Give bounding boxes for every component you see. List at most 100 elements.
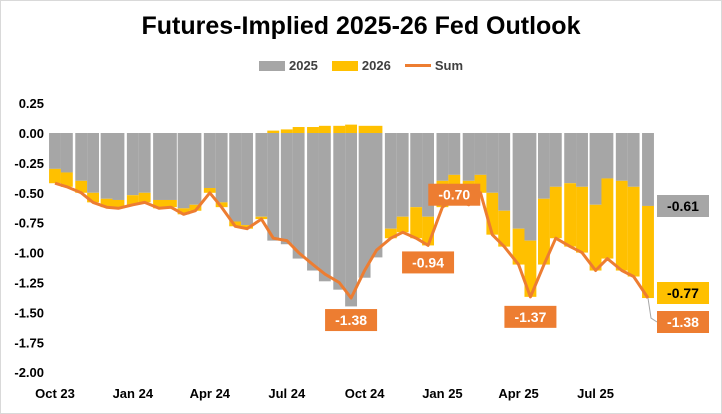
legend-label-sum: Sum: [434, 58, 463, 73]
legend-line-sum: [404, 64, 431, 67]
data-label-box: [657, 282, 709, 304]
x-tick-label: Jul 24: [268, 386, 306, 401]
bar-2026: [396, 216, 409, 233]
x-tick-label: Oct 24: [345, 386, 386, 401]
bar-2025: [307, 133, 319, 271]
bar-2025: [112, 133, 125, 200]
bar-2025: [229, 133, 242, 222]
bar-2026: [75, 180, 88, 193]
bar-2025: [564, 133, 577, 184]
data-label-box: [657, 195, 709, 217]
bar-2025: [448, 133, 461, 175]
bar-2025: [292, 133, 305, 259]
bar-2026: [615, 180, 628, 271]
bar-2026: [126, 195, 139, 205]
bar-2026: [164, 199, 177, 208]
bar-2025: [215, 133, 228, 203]
data-label: -0.94: [412, 254, 444, 270]
bar-2026: [189, 204, 202, 211]
bar-2025: [280, 133, 293, 245]
y-tick-label: -1.75: [14, 335, 44, 350]
legend-swatch-2026: [331, 60, 358, 71]
bar-2025: [60, 133, 73, 173]
bar-2025: [153, 133, 165, 200]
bar-2025: [576, 133, 588, 187]
data-label-box: [657, 311, 709, 333]
bar-2025: [138, 133, 151, 193]
bar-2025: [462, 133, 475, 181]
bar-2025: [345, 133, 358, 307]
legend-item-2026: 2026: [331, 58, 391, 73]
y-tick-label: 0.00: [19, 126, 44, 141]
legend-swatch-2025: [258, 60, 285, 71]
bar-2025: [267, 133, 280, 241]
bar-2025: [410, 133, 423, 208]
bar-2025: [384, 133, 397, 229]
bar-2025: [422, 133, 435, 217]
legend: 2025 2026 Sum: [0, 58, 722, 73]
bar-2026: [576, 186, 588, 253]
bar-2025: [549, 133, 562, 187]
bar-2025: [512, 133, 525, 229]
x-tick-label: Oct 23: [35, 386, 75, 401]
data-label-box: [428, 183, 481, 206]
bar-2025: [255, 133, 268, 217]
bar-2026: [60, 172, 73, 187]
bar-2026: [642, 205, 654, 299]
leader-line: [647, 297, 658, 323]
y-tick-label: 0.25: [19, 96, 44, 111]
bar-2025: [358, 133, 371, 278]
bar-2026: [138, 192, 151, 203]
bar-2026: [87, 192, 100, 203]
bar-2025: [627, 133, 640, 187]
data-label-box: [504, 305, 557, 328]
data-label: -1.37: [514, 309, 546, 325]
bar-2025: [318, 133, 331, 282]
bar-2026: [215, 202, 228, 208]
bar-2025: [474, 133, 487, 175]
bar-2025: [370, 133, 383, 258]
bar-2026: [627, 186, 640, 277]
bar-2025: [589, 133, 602, 205]
bar-2025: [203, 133, 216, 189]
bar-2026: [524, 240, 537, 297]
bar-2025: [177, 133, 190, 209]
data-label: -0.77: [667, 285, 699, 301]
bar-2026: [292, 127, 305, 133]
bar-2026: [486, 192, 499, 235]
bar-2025: [524, 133, 537, 241]
x-tick-label: Apr 25: [498, 386, 538, 401]
bar-2026: [307, 127, 319, 133]
bar-2026: [153, 199, 165, 209]
y-tick-label: -0.25: [14, 156, 44, 171]
bar-2026: [100, 198, 113, 208]
legend-item-sum: Sum: [404, 58, 463, 73]
bar-2025: [189, 133, 202, 205]
data-label-box: [325, 309, 378, 332]
bar-2026: [280, 129, 293, 133]
bar-2026: [589, 204, 602, 271]
bar-2025: [100, 133, 113, 199]
bar-2025: [49, 133, 61, 169]
sum-line: [54, 181, 650, 300]
y-tick-label: -1.25: [14, 276, 44, 291]
bar-2025: [601, 133, 614, 179]
bar-2026: [318, 125, 331, 133]
bar-2026: [345, 124, 358, 133]
y-tick-label: -1.00: [14, 246, 44, 261]
bar-2026: [422, 216, 435, 246]
bar-2025: [615, 133, 628, 181]
data-label: -0.61: [667, 198, 699, 214]
bar-2026: [358, 125, 371, 133]
bar-2026: [49, 168, 61, 184]
bar-2026: [601, 178, 614, 259]
bar-2025: [126, 133, 139, 196]
y-tick-label: -2.00: [14, 365, 44, 380]
data-label-box: [402, 251, 455, 274]
bar-2025: [333, 133, 346, 290]
data-label: -0.70: [438, 187, 470, 203]
bar-2025: [498, 133, 511, 211]
bar-2026: [203, 188, 216, 193]
bar-2026: [370, 125, 383, 133]
